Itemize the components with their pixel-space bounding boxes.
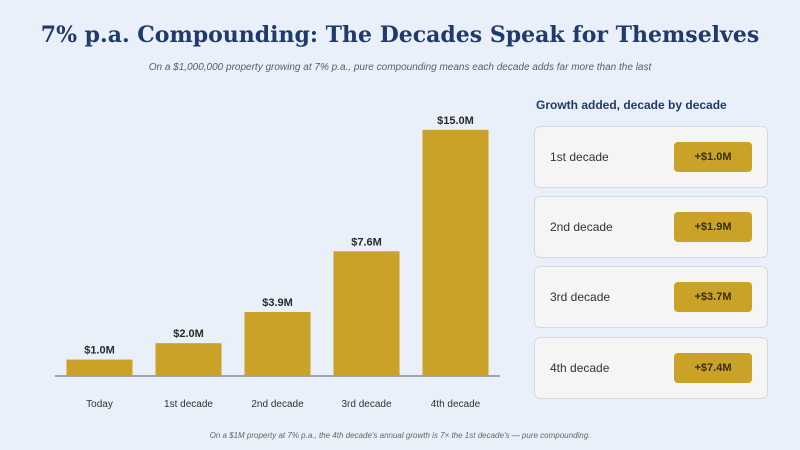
chart-subtitle: On a $1,000,000 property growing at 7% p…: [148, 62, 652, 73]
card-label: 1st decade: [550, 150, 609, 164]
data-label: $1.0M: [84, 345, 115, 357]
data-label: $2.0M: [173, 328, 204, 340]
card-value-badge: +$1.0M: [674, 142, 752, 172]
x-tick-label: 3rd decade: [341, 399, 391, 410]
data-label: $3.9M: [262, 297, 293, 309]
x-tick-label: 4th decade: [431, 399, 481, 410]
bar: [422, 129, 489, 376]
bar: [66, 359, 133, 376]
bar: [333, 251, 400, 376]
card-label: 2nd decade: [550, 220, 613, 234]
chart-title: 7% p.a. Compounding: The Decades Speak f…: [40, 22, 760, 48]
x-tick-label: 2nd decade: [251, 399, 304, 410]
decade-card: 1st decade +$1.0M: [534, 126, 768, 188]
card-label: 4th decade: [550, 361, 610, 375]
bar: [155, 343, 222, 376]
bar-chart: $1.0M Today $2.0M 1st decade $3.9M 2nd decade…: [55, 115, 500, 410]
bar: [244, 312, 311, 376]
card-label: 3rd decade: [550, 290, 611, 304]
decade-card: 3rd decade +$3.7M: [534, 266, 768, 328]
data-label: $7.6M: [351, 236, 382, 248]
x-tick-label: Today: [86, 399, 113, 410]
x-tick-label: 1st decade: [164, 399, 213, 410]
footnote: On a $1M property at 7% p.a., the 4th de…: [209, 431, 591, 440]
data-label: $15.0M: [437, 115, 474, 127]
card-value-badge: +$1.9M: [674, 212, 752, 242]
decade-card: 4th decade +$7.4M: [534, 337, 768, 399]
panel-heading: Growth added, decade by decade: [536, 98, 727, 112]
decade-card: 2nd decade +$1.9M: [534, 196, 768, 258]
card-value-badge: +$7.4M: [674, 353, 752, 383]
card-value-badge: +$3.7M: [674, 282, 752, 312]
